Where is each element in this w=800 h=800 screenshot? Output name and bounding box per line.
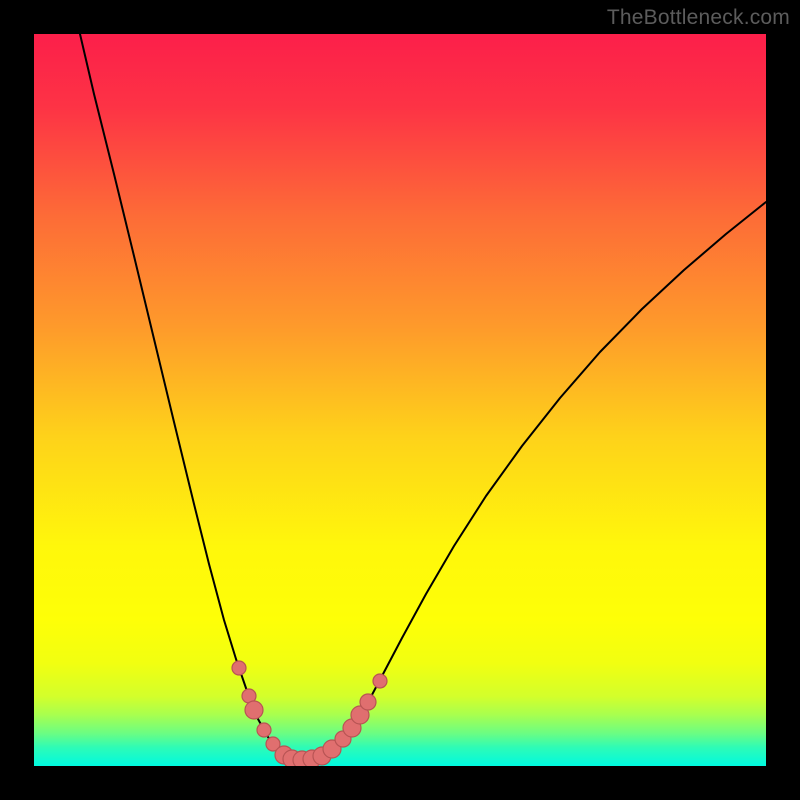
plot-area <box>34 34 766 766</box>
data-marker <box>373 674 387 688</box>
data-marker <box>257 723 271 737</box>
chart-frame: TheBottleneck.com <box>0 0 800 800</box>
plot-svg <box>34 34 766 766</box>
watermark-text: TheBottleneck.com <box>607 6 790 30</box>
data-marker <box>232 661 246 675</box>
data-marker <box>360 694 376 710</box>
gradient-background <box>34 34 766 766</box>
data-marker <box>245 701 263 719</box>
